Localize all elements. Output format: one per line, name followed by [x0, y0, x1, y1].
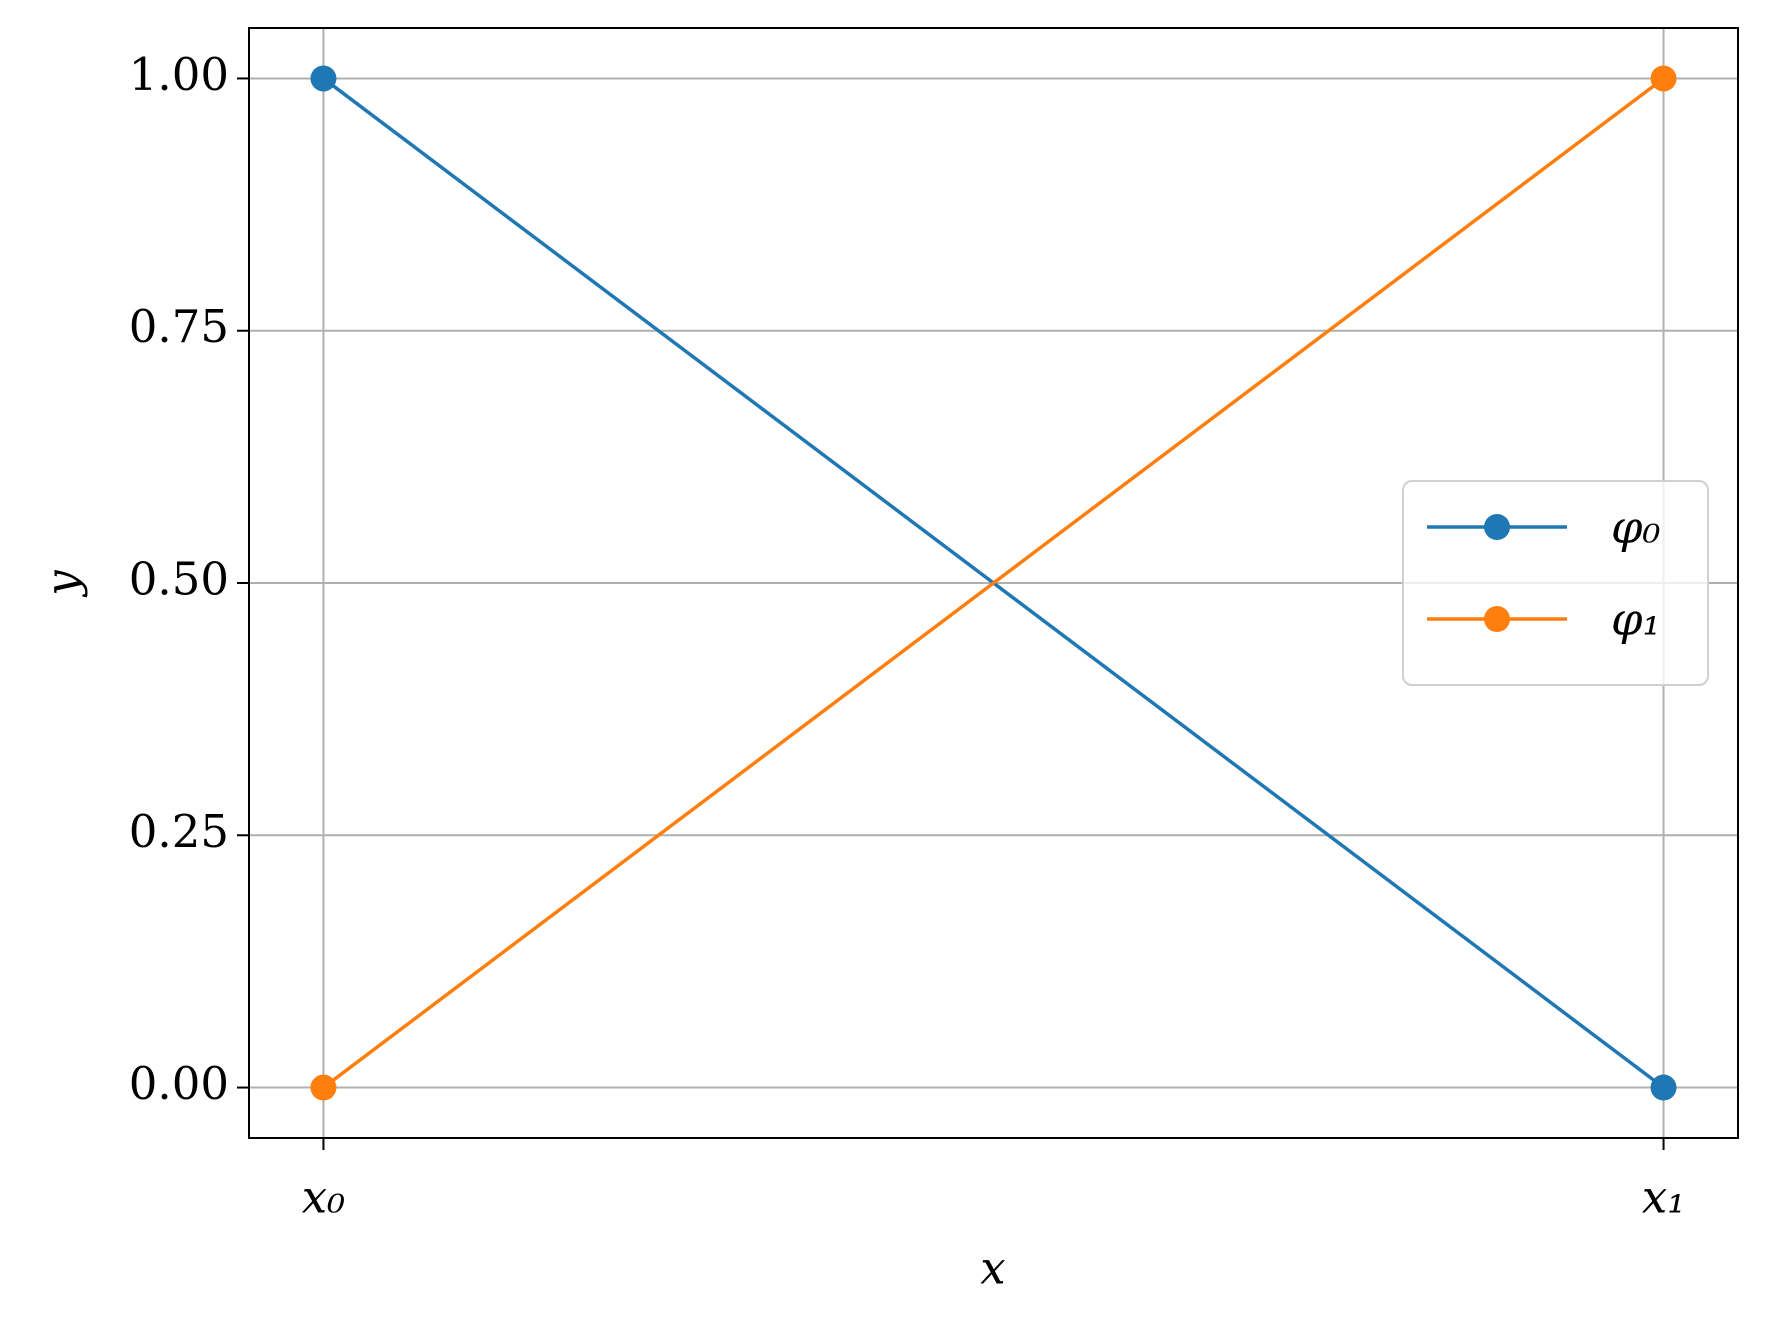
x-tick-label: x₀ — [302, 1171, 345, 1224]
legend-label: φ₀ — [1611, 501, 1661, 554]
y-tick-label: 0.50 — [129, 553, 229, 606]
legend-label: φ₁ — [1611, 593, 1661, 646]
y-tick-label: 0.25 — [129, 805, 229, 858]
y-tick-label: 1.00 — [129, 48, 229, 101]
x-axis-label: x — [980, 1242, 1005, 1295]
y-tick-label: 0.00 — [129, 1057, 229, 1110]
y-tick-label: 0.75 — [129, 300, 229, 353]
x-tick-label: x₁ — [1642, 1171, 1685, 1224]
legend-marker — [1484, 606, 1510, 632]
series-line — [322, 77, 1665, 1089]
point — [1650, 65, 1677, 92]
legend-marker — [1484, 514, 1510, 540]
plot-frame — [248, 27, 1739, 1139]
y-axis-label: y — [36, 570, 89, 598]
point — [310, 65, 337, 92]
legend-box — [1402, 480, 1709, 686]
point — [310, 1074, 337, 1101]
point — [1650, 1074, 1677, 1101]
